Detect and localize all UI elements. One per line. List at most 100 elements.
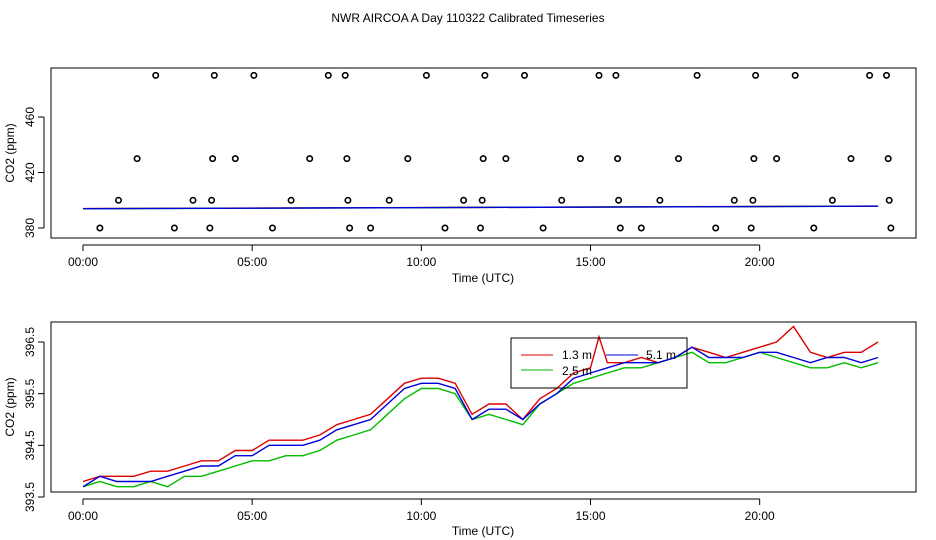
top-scatter-point	[885, 196, 893, 204]
top-scatter-point	[476, 224, 484, 232]
bottom-y-tick-label: 394.5	[23, 430, 37, 460]
top-scatter-point	[152, 71, 160, 79]
top-scatter-point	[133, 155, 141, 163]
top-scatter-point	[210, 71, 218, 79]
top-scatter-point	[478, 196, 486, 204]
top-x-tick-label: 00:00	[68, 255, 98, 269]
bottom-series-line-1	[82, 325, 879, 483]
top-scatter-point	[189, 196, 197, 204]
top-x-axis: 00:00 05:00 10:00 15:00 20:00	[68, 244, 775, 269]
top-scatter-point	[558, 196, 566, 204]
top-scatter-point	[209, 155, 217, 163]
top-plot-frame	[50, 67, 917, 239]
top-scatter-point	[752, 71, 760, 79]
top-scatter-point	[882, 71, 890, 79]
top-x-tick-label: 10:00	[406, 255, 436, 269]
top-scatter-point	[96, 224, 104, 232]
top-y-tick-label: 380	[23, 218, 37, 238]
top-scatter-point	[306, 155, 314, 163]
legend: 1.3 m 2.5 m 5.1 m	[510, 337, 688, 389]
top-scatter-point	[341, 71, 349, 79]
top-scatter-point	[385, 196, 393, 204]
bottom-y-tick-label: 393.5	[23, 482, 37, 512]
legend-label-2: 2.5 m	[562, 364, 592, 378]
top-scatter-point	[656, 196, 664, 204]
top-scatter-point	[614, 155, 622, 163]
legend-label-3: 5.1 m	[646, 348, 676, 362]
top-scatter-point	[367, 224, 375, 232]
top-scatter-point	[324, 71, 332, 79]
top-scatter-point	[250, 71, 258, 79]
top-scatter-point	[422, 71, 430, 79]
top-x-tick-label: 20:00	[745, 255, 775, 269]
top-scatter-point	[693, 71, 701, 79]
top-scatter-point	[344, 196, 352, 204]
top-scatter-point	[502, 155, 510, 163]
bottom-y-tick-label: 395.5	[23, 378, 37, 408]
top-scatter-point	[479, 155, 487, 163]
bottom-x-tick-label: 10:00	[406, 509, 436, 523]
top-y-axis: 380 420 460	[23, 107, 45, 238]
bottom-y-axis-label: CO2 (ppm)	[3, 377, 17, 436]
top-scatter-point	[208, 196, 216, 204]
top-series-lines	[82, 205, 879, 210]
bottom-x-tick-label: 00:00	[68, 509, 98, 523]
top-scatter-points	[96, 71, 895, 232]
top-scatter-point	[481, 71, 489, 79]
bottom-x-tick-label: 05:00	[237, 509, 267, 523]
legend-label-1: 1.3 m	[562, 348, 592, 362]
bottom-series-line-3	[82, 346, 879, 488]
figure-title: NWR AIRCOA A Day 110322 Calibrated Times…	[331, 11, 604, 25]
bottom-y-axis: 393.5 394.5 395.5 396.5	[23, 327, 45, 512]
top-scatter-point	[520, 71, 528, 79]
top-scatter-point	[791, 71, 799, 79]
top-scatter-point	[847, 155, 855, 163]
bottom-series-lines	[82, 325, 879, 488]
top-scatter-point	[115, 196, 123, 204]
top-scatter-point	[539, 224, 547, 232]
top-scatter-point	[616, 224, 624, 232]
top-x-tick-label: 05:00	[237, 255, 267, 269]
top-scatter-point	[206, 224, 214, 232]
top-scatter-point	[231, 155, 239, 163]
top-panel: 00:00 05:00 10:00 15:00 20:00 380 420 460 Time…	[3, 67, 917, 285]
top-scatter-point	[343, 155, 351, 163]
top-scatter-point	[884, 155, 892, 163]
bottom-y-tick-label: 396.5	[23, 327, 37, 357]
top-scatter-point	[887, 224, 895, 232]
top-scatter-point	[346, 224, 354, 232]
bottom-x-axis-label: Time (UTC)	[452, 524, 514, 538]
top-scatter-point	[404, 155, 412, 163]
top-scatter-point	[749, 196, 757, 204]
top-scatter-point	[730, 196, 738, 204]
bottom-panel: 00:00 05:00 10:00 15:00 20:00 393.5 394.5 395.…	[3, 321, 917, 538]
top-scatter-point	[637, 224, 645, 232]
top-scatter-point	[773, 155, 781, 163]
top-scatter-point	[595, 71, 603, 79]
top-y-tick-label: 420	[23, 162, 37, 182]
top-scatter-point	[287, 196, 295, 204]
top-scatter-point	[712, 224, 720, 232]
top-scatter-point	[747, 224, 755, 232]
top-scatter-point	[460, 196, 468, 204]
top-scatter-point	[170, 224, 178, 232]
bottom-plot-frame	[50, 321, 917, 493]
top-scatter-point	[268, 224, 276, 232]
top-x-axis-label: Time (UTC)	[452, 271, 514, 285]
top-scatter-point	[828, 196, 836, 204]
top-series-line-3	[82, 205, 879, 210]
top-scatter-point	[576, 155, 584, 163]
bottom-x-tick-label: 15:00	[575, 509, 605, 523]
top-y-axis-label: CO2 (ppm)	[3, 123, 17, 182]
top-x-tick-label: 15:00	[575, 255, 605, 269]
top-scatter-point	[674, 155, 682, 163]
bottom-x-tick-label: 20:00	[745, 509, 775, 523]
top-scatter-point	[441, 224, 449, 232]
top-scatter-point	[750, 155, 758, 163]
legend-box	[510, 337, 688, 389]
top-scatter-point	[612, 71, 620, 79]
top-scatter-point	[866, 71, 874, 79]
bottom-x-axis: 00:00 05:00 10:00 15:00 20:00	[68, 498, 775, 523]
top-y-tick-label: 460	[23, 107, 37, 127]
